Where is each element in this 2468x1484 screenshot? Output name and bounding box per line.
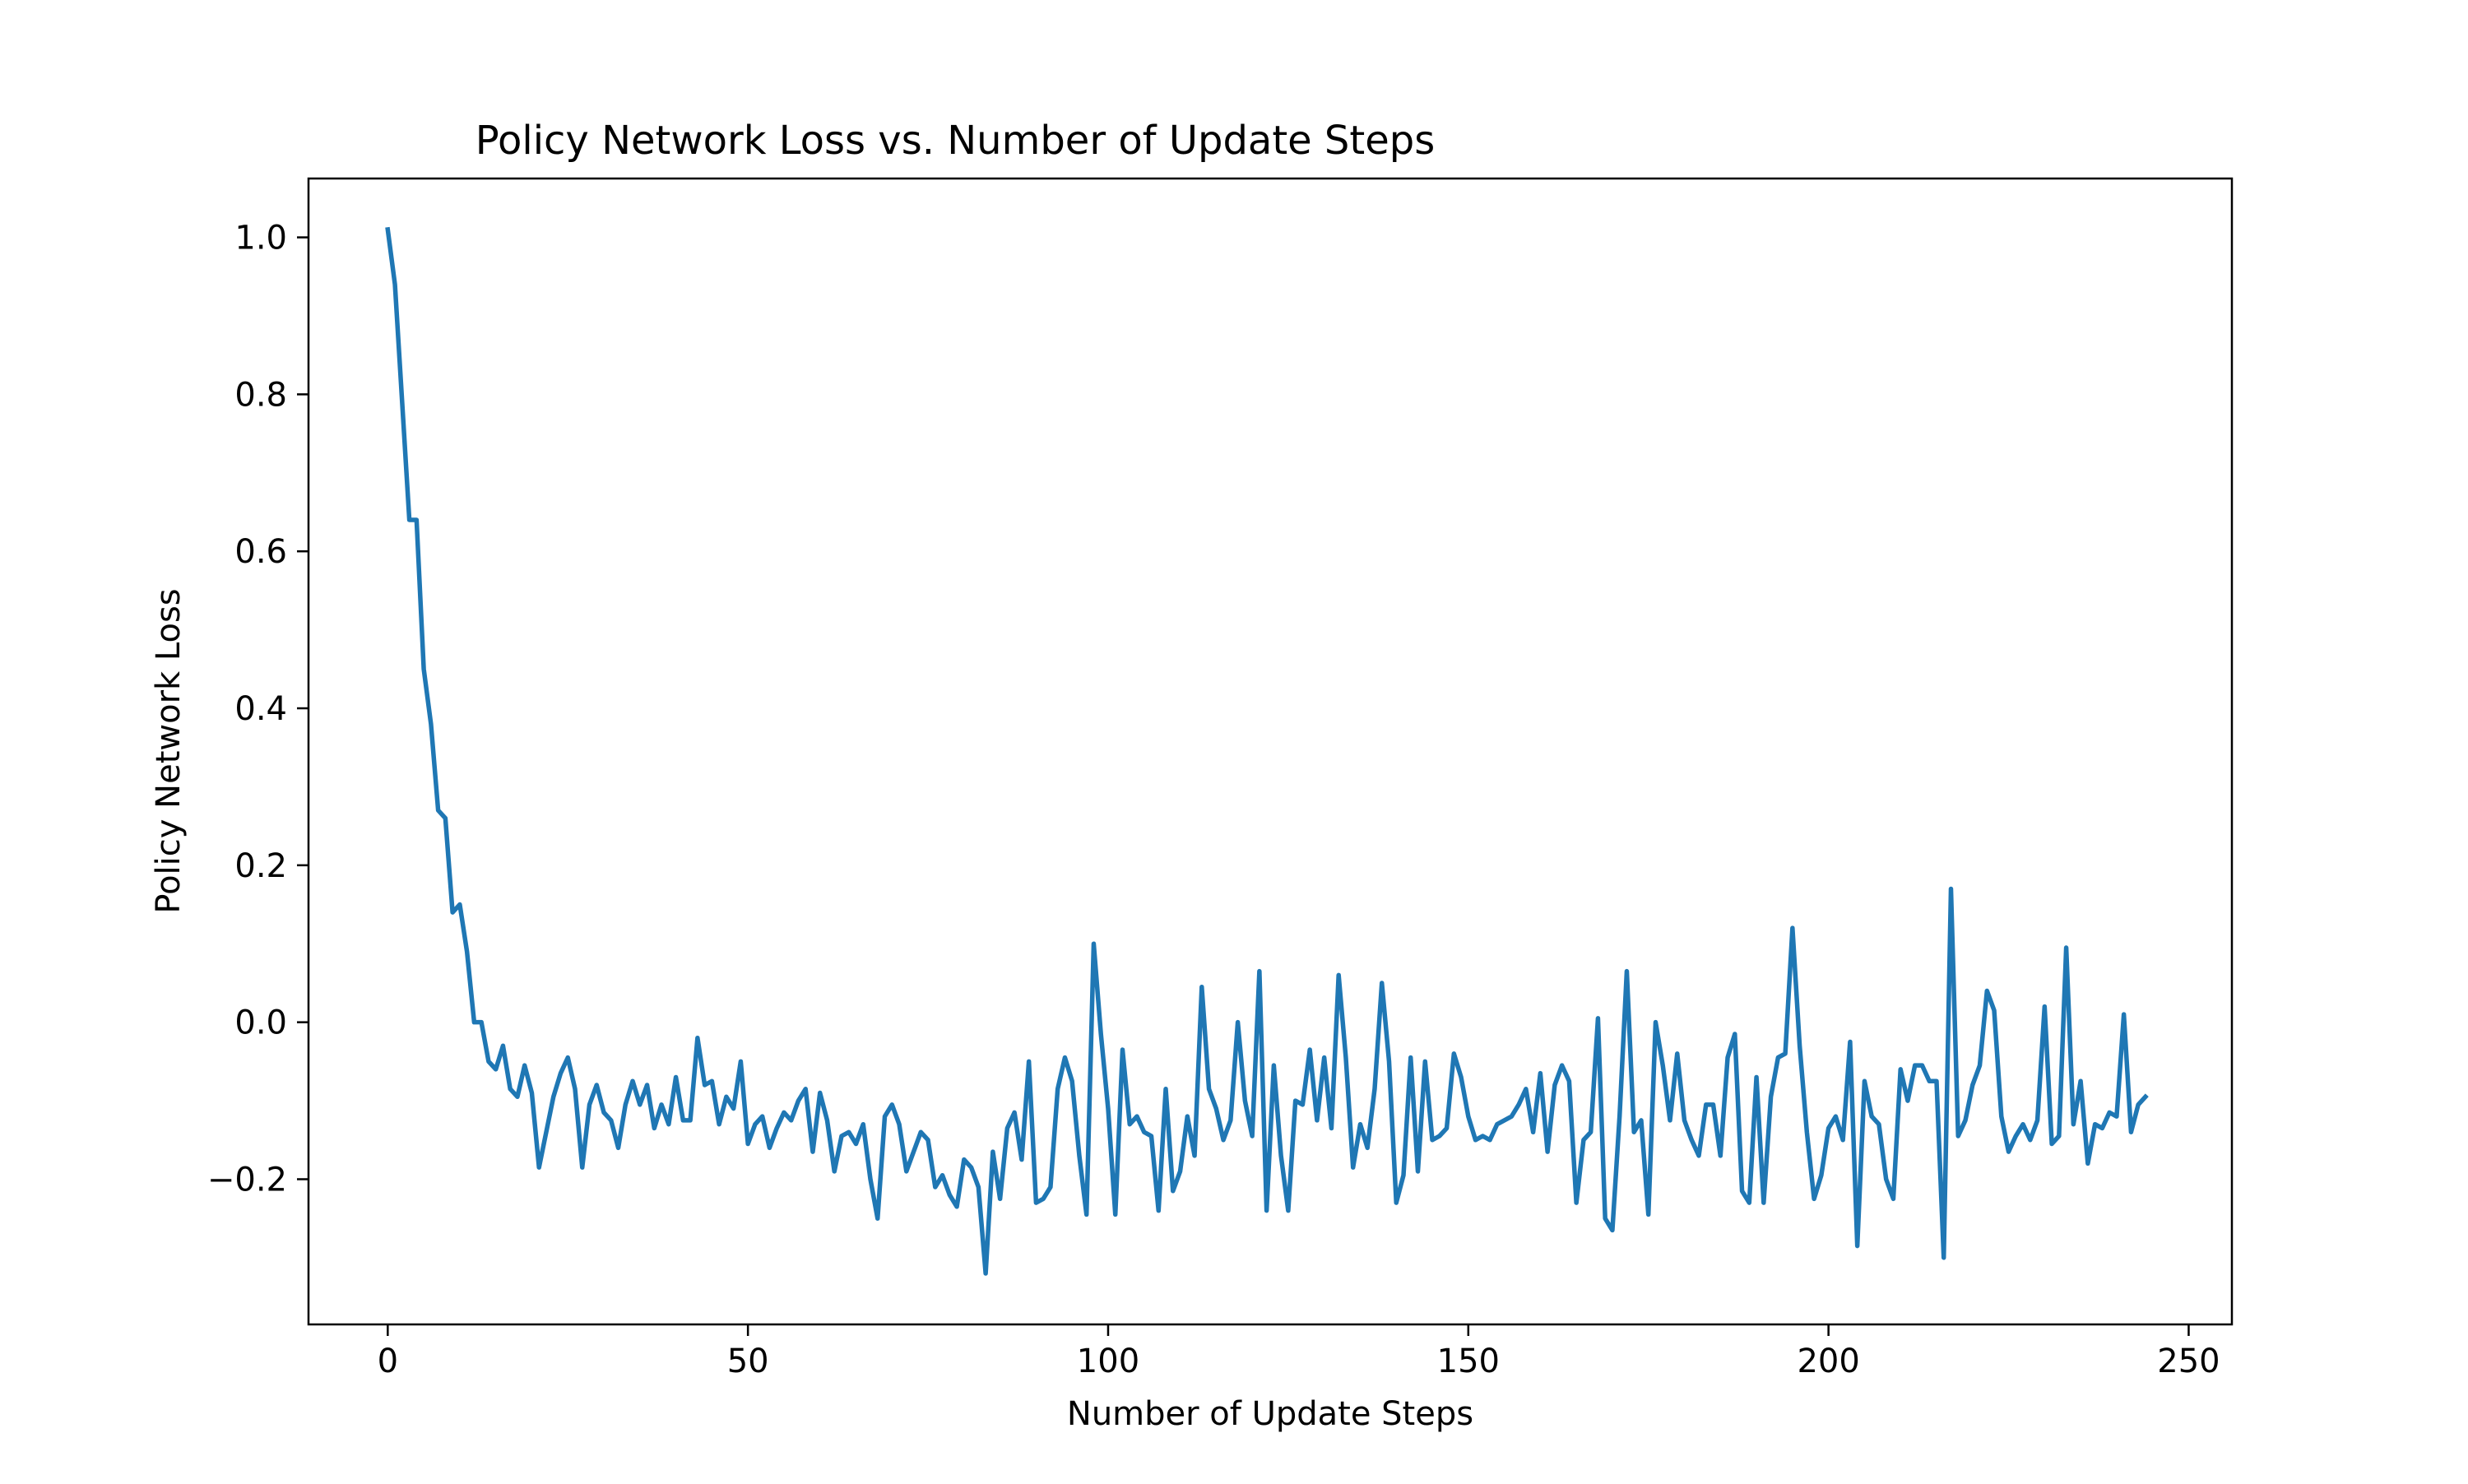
y-tick-label: 0.0: [234, 1004, 287, 1042]
y-tick-label: 0.4: [234, 690, 287, 728]
y-tick-label: 0.6: [234, 533, 287, 571]
y-tick-label: 0.2: [234, 847, 287, 885]
plot-area: [385, 226, 2149, 1276]
x-axis-label: Number of Update Steps: [1067, 1395, 1473, 1433]
y-tick-label: 0.8: [234, 376, 287, 414]
y-axis-label: Policy Network Loss: [150, 588, 188, 913]
x-axis: 0 50 100 150 200 250: [378, 1324, 2220, 1380]
y-tick-label: −0.2: [207, 1161, 287, 1199]
y-axis: −0.2 0.0 0.2 0.4 0.6 0.8 1.0: [207, 220, 308, 1199]
series-line-policy-loss: [385, 226, 2149, 1276]
x-tick-label: 150: [1437, 1343, 1500, 1380]
x-tick-label: 50: [727, 1343, 769, 1380]
x-tick-label: 200: [1797, 1343, 1859, 1380]
x-tick-label: 250: [2157, 1343, 2220, 1380]
plot-frame: [307, 177, 2234, 1326]
x-tick-label: 0: [378, 1343, 398, 1380]
y-tick-label: 1.0: [234, 220, 287, 257]
chart-title: Policy Network Loss vs. Number of Update…: [476, 118, 1435, 164]
x-tick-label: 100: [1077, 1343, 1139, 1380]
